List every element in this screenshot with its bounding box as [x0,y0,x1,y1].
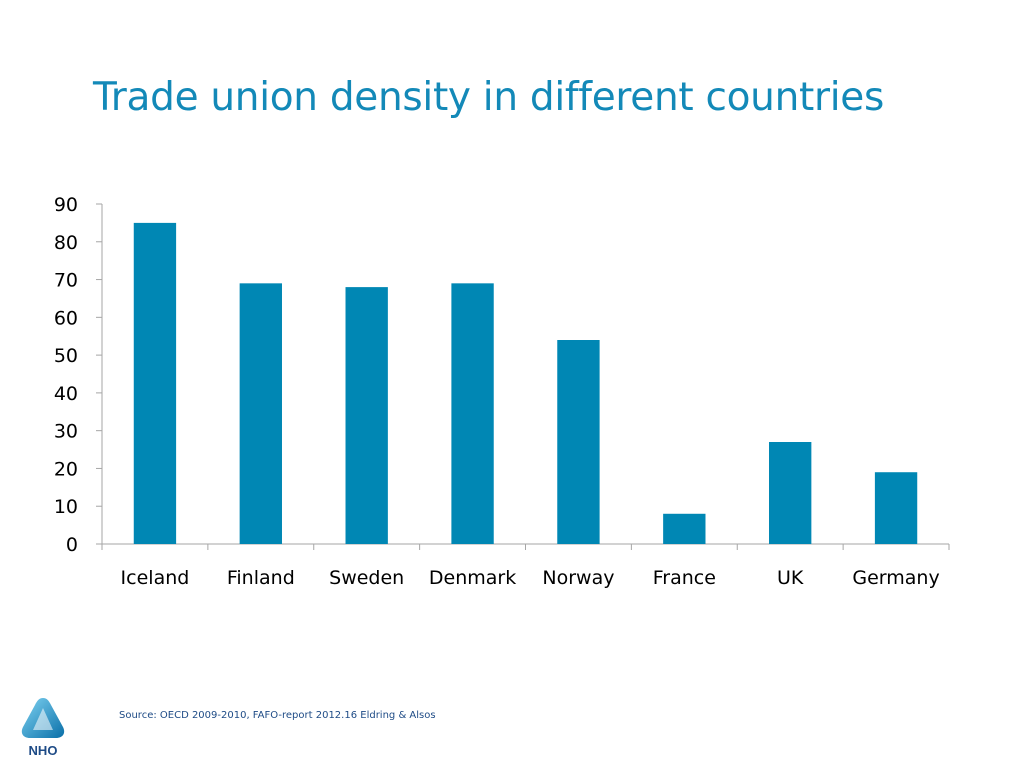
bar-france [663,513,706,544]
bar-germany [874,472,918,544]
bar-finland [239,283,282,544]
bar-uk [769,442,812,544]
source-note: Source: OECD 2009-2010, FAFO-report 2012… [119,710,436,721]
y-tick-label: 80 [54,232,78,254]
category-label: Iceland [121,567,190,589]
y-tick-label: 40 [54,383,78,405]
y-tick-label: 10 [54,496,78,518]
category-label: Denmark [429,567,516,589]
y-tick-label: 50 [54,345,78,367]
category-label: UK [777,567,804,589]
y-tick-label: 90 [54,194,78,216]
slide-title: Trade union density in different countri… [93,75,884,120]
category-labels: Iceland Finland Sweden Denmark Norway France U… [121,567,940,589]
nho-logo: NHO [21,698,65,758]
category-label: Finland [227,567,295,589]
category-label: France [653,567,716,589]
bar-sweden [345,287,388,544]
category-label: Norway [542,567,614,589]
y-tick-label: 70 [54,270,78,292]
category-label: Sweden [329,567,404,589]
bar-denmark [451,283,494,544]
category-label: Germany [852,567,939,589]
bar-iceland [133,222,177,544]
y-axis: 0 10 20 30 40 50 60 70 80 90 [54,194,103,556]
logo-text: NHO [29,743,58,758]
bar-norway [557,340,600,544]
y-tick-label: 20 [54,458,78,480]
bars [133,222,918,544]
y-tick-label: 60 [54,307,78,329]
y-tick-label: 30 [54,421,78,443]
y-tick-label: 0 [66,534,78,556]
x-axis [101,543,950,550]
